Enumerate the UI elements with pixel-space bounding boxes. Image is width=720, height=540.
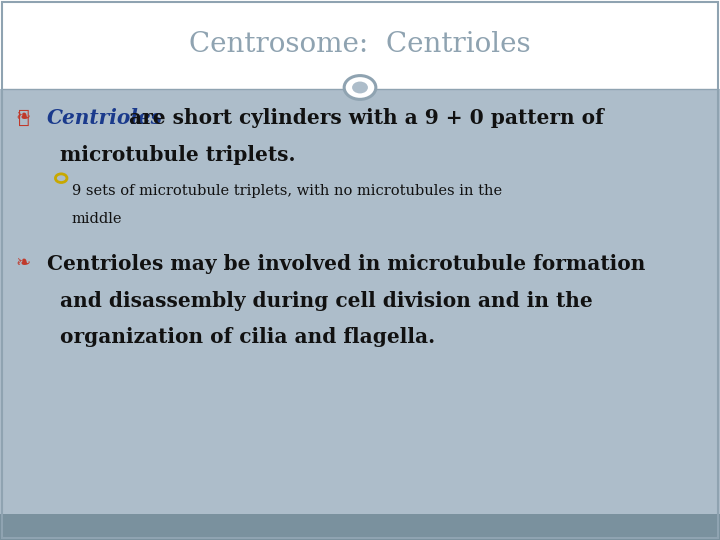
FancyBboxPatch shape	[0, 514, 720, 540]
Text: are short cylinders with a 9 + 0 pattern of: are short cylinders with a 9 + 0 pattern…	[122, 108, 604, 128]
Text: and disassembly during cell division and in the: and disassembly during cell division and…	[60, 291, 593, 310]
Text: Centrioles: Centrioles	[47, 108, 163, 128]
Text: organization of cilia and flagella.: organization of cilia and flagella.	[60, 327, 435, 347]
Circle shape	[352, 82, 368, 93]
Text: ༓: ༓	[18, 108, 30, 127]
Text: ❧: ❧	[16, 254, 31, 272]
FancyBboxPatch shape	[0, 0, 720, 89]
Text: Centrioles may be involved in microtubule formation: Centrioles may be involved in microtubul…	[47, 254, 645, 274]
FancyBboxPatch shape	[0, 89, 720, 514]
Circle shape	[344, 76, 376, 99]
Text: ❧: ❧	[16, 108, 31, 126]
Text: microtubule triplets.: microtubule triplets.	[60, 145, 295, 165]
Text: middle: middle	[72, 212, 122, 226]
Text: 9 sets of microtubule triplets, with no microtubules in the: 9 sets of microtubule triplets, with no …	[72, 184, 502, 198]
Text: Centrosome:  Centrioles: Centrosome: Centrioles	[189, 31, 531, 58]
